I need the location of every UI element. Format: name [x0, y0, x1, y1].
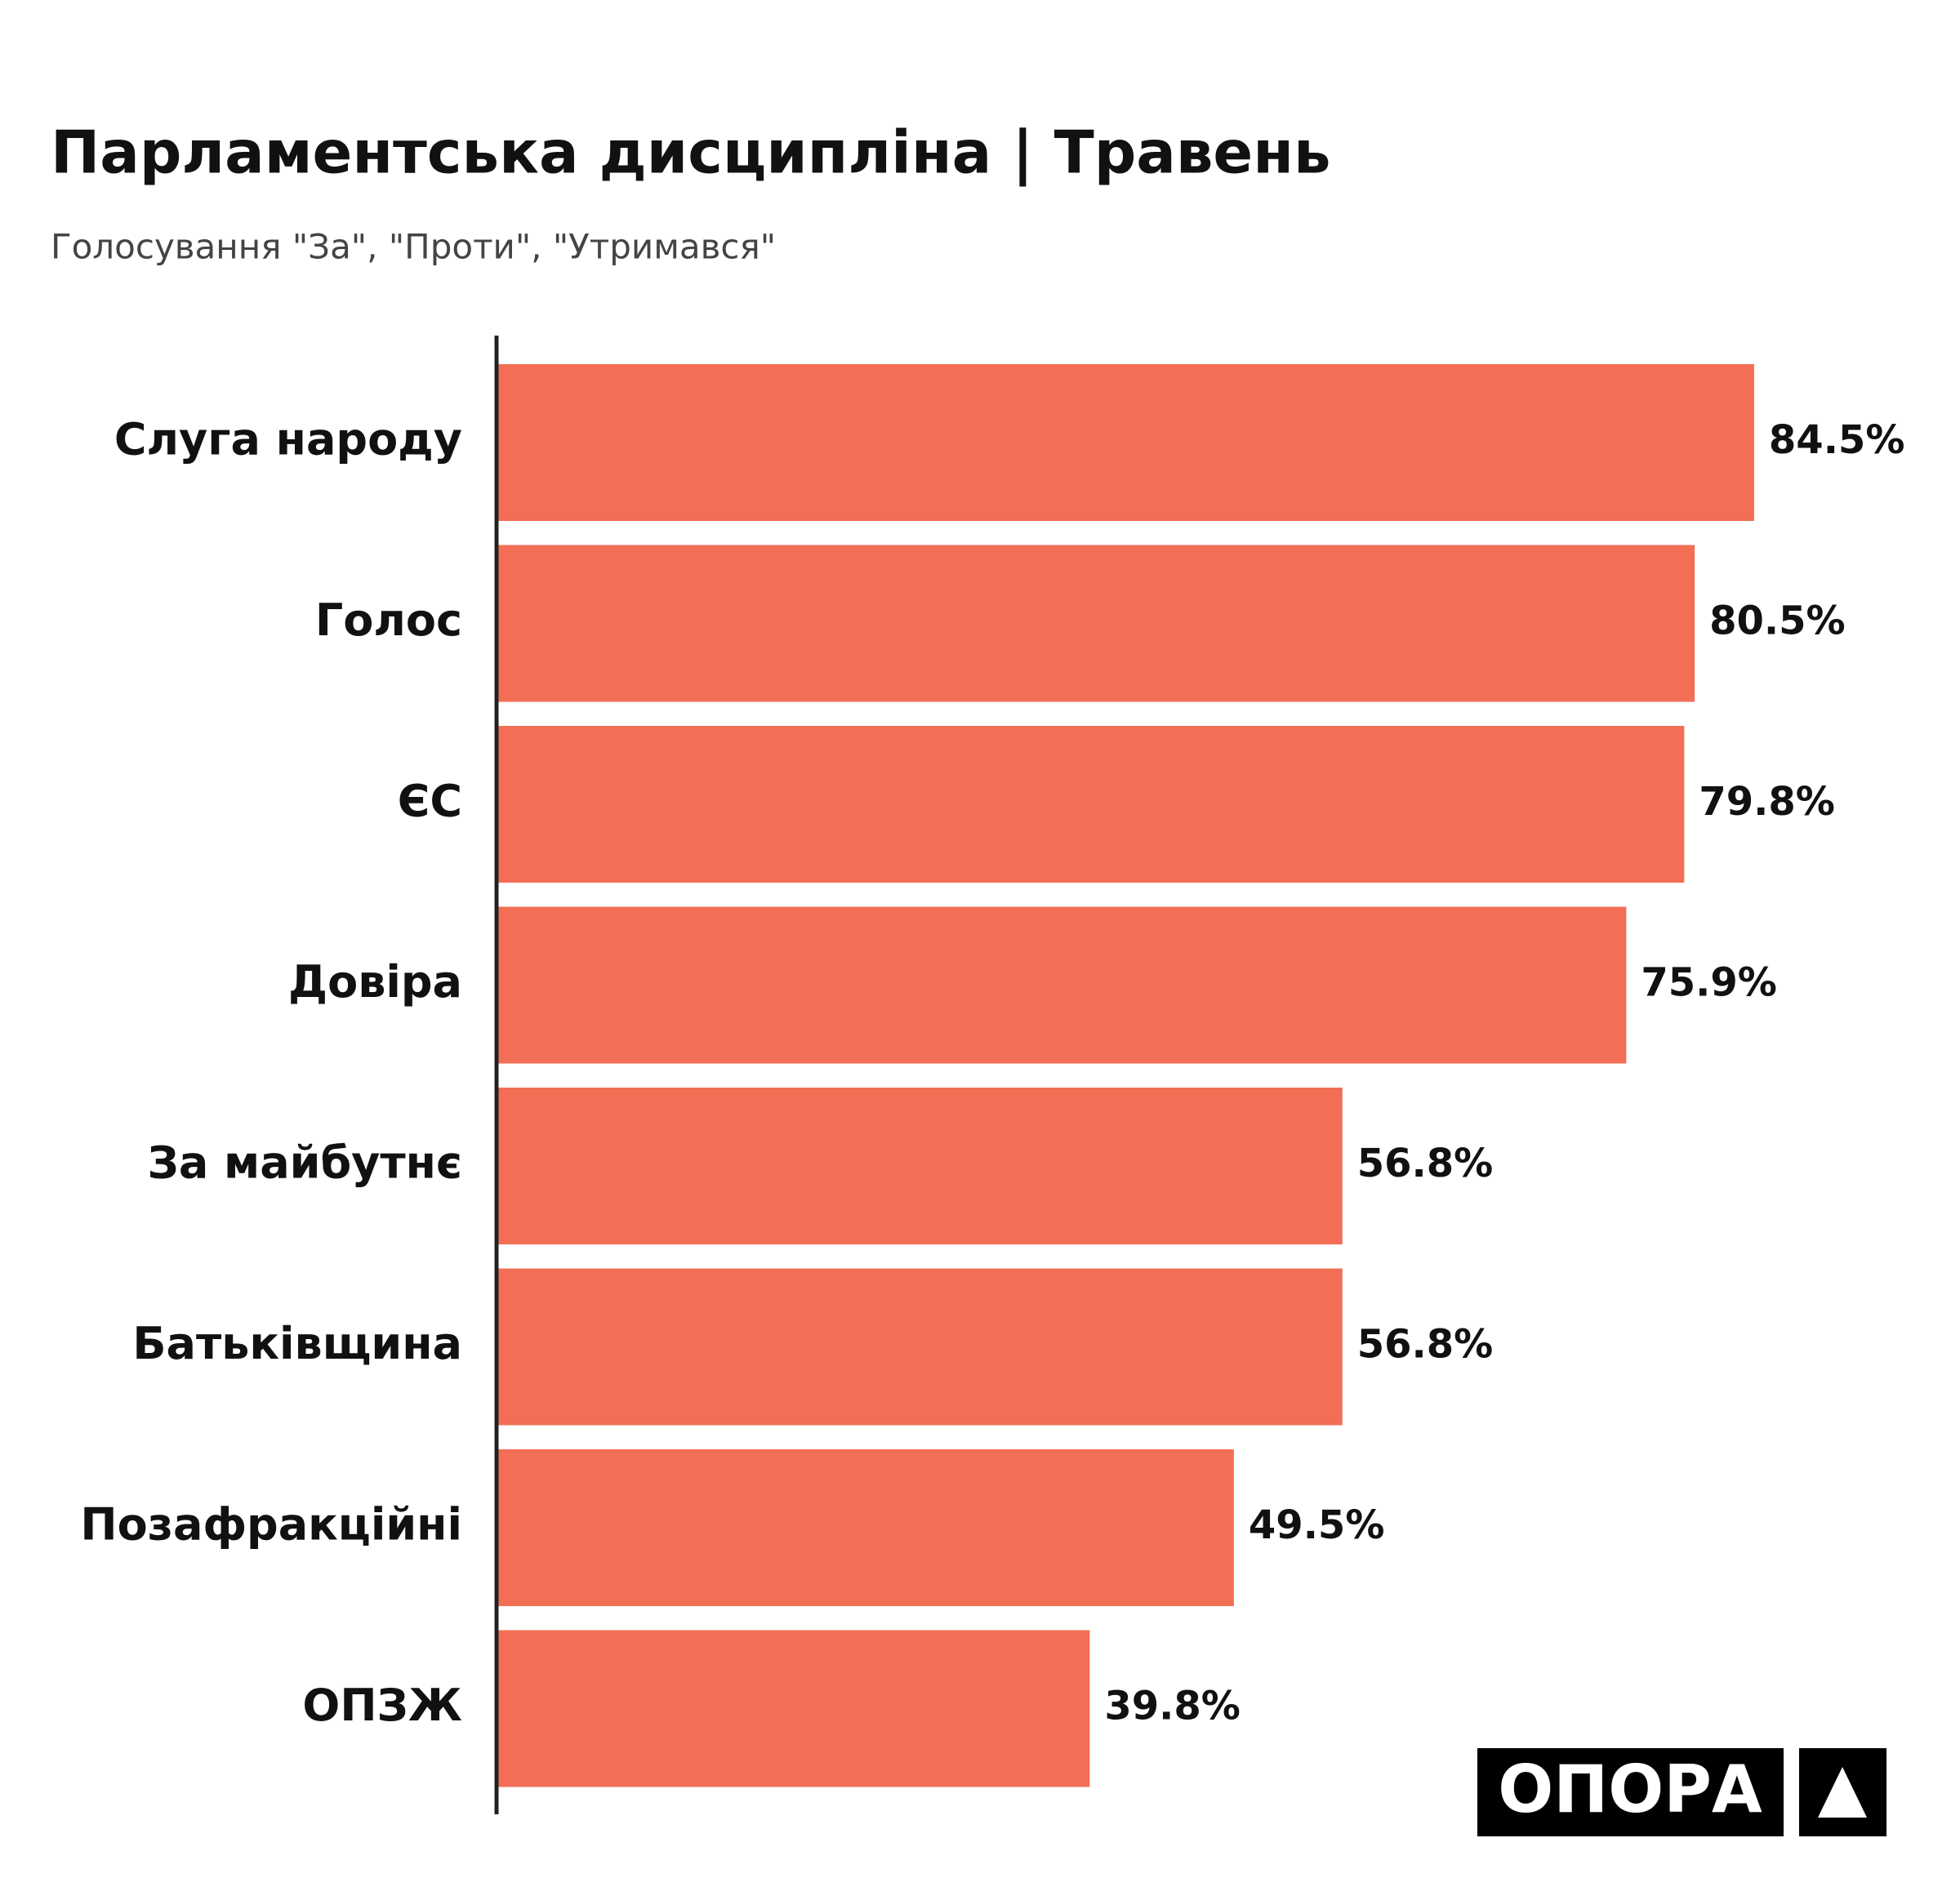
value-label: 39.8% [1104, 1684, 1241, 1729]
category-label: ЄС [398, 776, 462, 827]
value-label: 80.5% [1709, 599, 1846, 644]
value-label: 56.8% [1357, 1322, 1494, 1368]
category-label: Батьківщина [132, 1318, 462, 1369]
logo-triangle [1818, 1767, 1867, 1818]
chart-subtitle: Голосування "За", "Проти", "Утримався" [51, 227, 776, 267]
logo-text: ОПОРА [1498, 1751, 1762, 1827]
category-label: Позафракційні [80, 1499, 462, 1551]
category-label: Голос [315, 594, 462, 646]
bar [498, 906, 1627, 1064]
category-label: ОПЗЖ [302, 1680, 462, 1731]
value-label: 49.5% [1249, 1502, 1385, 1548]
category-label: За майбутнє [147, 1137, 462, 1189]
bar [498, 1449, 1234, 1606]
chart-title: Парламентська дисципліна | Травень [51, 118, 1331, 188]
value-label: 56.8% [1357, 1141, 1494, 1186]
bar [498, 545, 1695, 702]
bar [498, 1268, 1343, 1426]
bar [498, 1630, 1090, 1787]
category-label: Довіра [288, 956, 462, 1008]
bar [498, 1088, 1343, 1244]
value-label: 75.9% [1641, 960, 1777, 1006]
value-label: 84.5% [1769, 417, 1905, 463]
bar [498, 726, 1685, 883]
value-label: 79.8% [1699, 779, 1835, 825]
bar [498, 364, 1754, 521]
category-label: Слуга народу [114, 414, 462, 465]
logo-box [1477, 1748, 1784, 1836]
